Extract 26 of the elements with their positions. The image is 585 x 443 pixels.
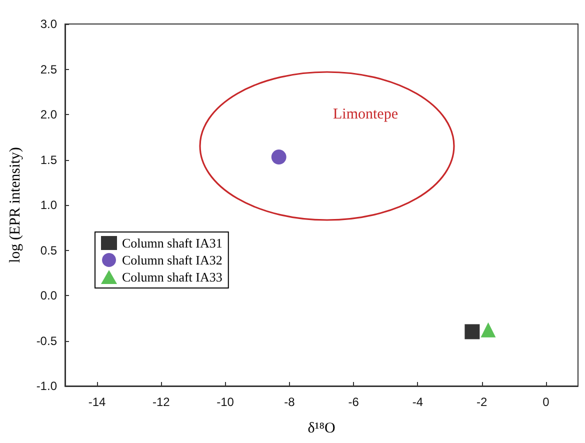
x-tick-label: -10 bbox=[216, 395, 234, 409]
x-axis-title: δ¹⁸O bbox=[308, 420, 336, 436]
x-tick-label: -12 bbox=[152, 395, 170, 409]
x-tick-label: -4 bbox=[412, 395, 424, 409]
y-tick-label: 2.5 bbox=[40, 62, 58, 76]
legend-label: Column shaft IA31 bbox=[122, 236, 222, 250]
y-tick-label: 1.5 bbox=[40, 152, 58, 167]
legend-label: Column shaft IA33 bbox=[122, 270, 222, 284]
annotation: Limontepe bbox=[333, 106, 398, 122]
y-tick-label: -0.5 bbox=[36, 334, 58, 348]
y-tick-label: 0.5 bbox=[40, 243, 58, 258]
x-tick-label: 0 bbox=[542, 395, 550, 409]
point bbox=[480, 322, 496, 338]
y-tick-label: 3.0 bbox=[40, 17, 58, 31]
y-axis-title: log (EPR intensity) bbox=[8, 147, 24, 263]
legend-label: Column shaft IA32 bbox=[122, 252, 222, 268]
point bbox=[464, 324, 480, 340]
point bbox=[271, 150, 286, 165]
x-tick-label: -6 bbox=[348, 395, 360, 409]
y-tick-label: 1.0 bbox=[40, 198, 58, 212]
x-tick-label: -14 bbox=[88, 395, 106, 409]
y-tick-label: 2.0 bbox=[40, 108, 58, 122]
x-tick-label: -8 bbox=[284, 395, 296, 409]
y-tick-label: 0.0 bbox=[40, 288, 58, 302]
x-tick-label: -2 bbox=[476, 395, 488, 409]
y-tick-label: -1.0 bbox=[36, 379, 58, 393]
